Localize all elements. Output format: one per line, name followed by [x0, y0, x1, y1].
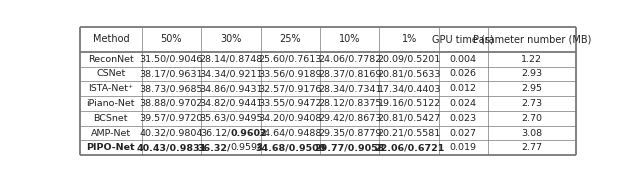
Text: ISTA-Net⁺: ISTA-Net⁺: [88, 84, 133, 93]
Text: 0.019: 0.019: [450, 143, 477, 152]
Text: ReconNet: ReconNet: [88, 55, 134, 64]
Text: 40.43/0.9831: 40.43/0.9831: [136, 143, 207, 152]
Text: 0.012: 0.012: [450, 84, 477, 93]
Text: 28.14/0.8748: 28.14/0.8748: [199, 55, 262, 64]
Text: 24.06/0.7782: 24.06/0.7782: [318, 55, 381, 64]
Text: 19.16/0.5122: 19.16/0.5122: [378, 99, 441, 108]
Text: 1.22: 1.22: [521, 55, 542, 64]
Text: 36.32/: 36.32/: [197, 143, 231, 152]
Text: 28.34/0.7341: 28.34/0.7341: [318, 84, 381, 93]
Text: 2.93: 2.93: [521, 69, 542, 78]
Text: 31.50/0.9046: 31.50/0.9046: [140, 55, 203, 64]
Text: 0.9602: 0.9602: [231, 129, 268, 137]
Text: 0.024: 0.024: [450, 99, 477, 108]
Text: 34.64/0.9488: 34.64/0.9488: [259, 129, 322, 137]
Text: 2.77: 2.77: [521, 143, 542, 152]
Text: 0.023: 0.023: [450, 114, 477, 123]
Text: 28.12/0.8375: 28.12/0.8375: [318, 99, 381, 108]
Text: 20.81/0.5633: 20.81/0.5633: [378, 69, 441, 78]
Text: 35.63/0.9495: 35.63/0.9495: [199, 114, 262, 123]
Text: 34.34/0.9211: 34.34/0.9211: [199, 69, 262, 78]
Text: 40.32/0.9804: 40.32/0.9804: [140, 129, 203, 137]
Text: 29.77/0.9058: 29.77/0.9058: [315, 143, 385, 152]
Text: 50%: 50%: [161, 34, 182, 45]
Text: 38.17/0.9631: 38.17/0.9631: [140, 69, 203, 78]
Text: iPiano-Net: iPiano-Net: [86, 99, 135, 108]
Text: 36.12/: 36.12/: [200, 129, 231, 137]
Text: 28.37/0.8169: 28.37/0.8169: [318, 69, 381, 78]
Text: 20.81/0.5427: 20.81/0.5427: [378, 114, 441, 123]
Text: PIPO-Net: PIPO-Net: [86, 143, 135, 152]
Text: 0.9598: 0.9598: [231, 143, 264, 152]
Text: 30%: 30%: [220, 34, 241, 45]
Text: Parameter number (MB): Parameter number (MB): [472, 34, 591, 45]
Text: GPU time (s): GPU time (s): [433, 34, 494, 45]
Text: 25.60/0.7613: 25.60/0.7613: [259, 55, 322, 64]
Text: 3.08: 3.08: [521, 129, 542, 137]
Text: 38.88/0.9702: 38.88/0.9702: [140, 99, 203, 108]
Text: 29.42/0.8673: 29.42/0.8673: [318, 114, 381, 123]
Text: 33.56/0.9189: 33.56/0.9189: [259, 69, 322, 78]
Text: 33.55/0.9472: 33.55/0.9472: [259, 99, 322, 108]
Text: 1%: 1%: [401, 34, 417, 45]
Text: 38.73/0.9685: 38.73/0.9685: [140, 84, 203, 93]
Text: 0.026: 0.026: [450, 69, 477, 78]
Text: 2.95: 2.95: [521, 84, 542, 93]
Text: 20.09/0.5201: 20.09/0.5201: [378, 55, 441, 64]
Text: 39.57/0.9720: 39.57/0.9720: [140, 114, 203, 123]
Text: 20.21/0.5581: 20.21/0.5581: [378, 129, 441, 137]
Text: 34.68/0.9500: 34.68/0.9500: [255, 143, 325, 152]
Text: 2.70: 2.70: [521, 114, 542, 123]
Text: 17.34/0.4403: 17.34/0.4403: [378, 84, 441, 93]
Text: 10%: 10%: [339, 34, 360, 45]
Text: 29.35/0.8779: 29.35/0.8779: [318, 129, 381, 137]
Text: 32.57/0.9176: 32.57/0.9176: [259, 84, 322, 93]
Text: BCSnet: BCSnet: [93, 114, 128, 123]
Text: 34.20/0.9408: 34.20/0.9408: [259, 114, 322, 123]
Text: CSNet: CSNet: [96, 69, 125, 78]
Text: 34.86/0.9431: 34.86/0.9431: [199, 84, 262, 93]
Text: AMP-Net: AMP-Net: [91, 129, 131, 137]
Text: 2.73: 2.73: [521, 99, 542, 108]
Text: 0.027: 0.027: [450, 129, 477, 137]
Text: 25%: 25%: [280, 34, 301, 45]
Text: 22.06/0.6721: 22.06/0.6721: [374, 143, 444, 152]
Text: 34.82/0.9441: 34.82/0.9441: [199, 99, 262, 108]
Text: Method: Method: [93, 34, 129, 45]
Text: 0.004: 0.004: [450, 55, 477, 64]
